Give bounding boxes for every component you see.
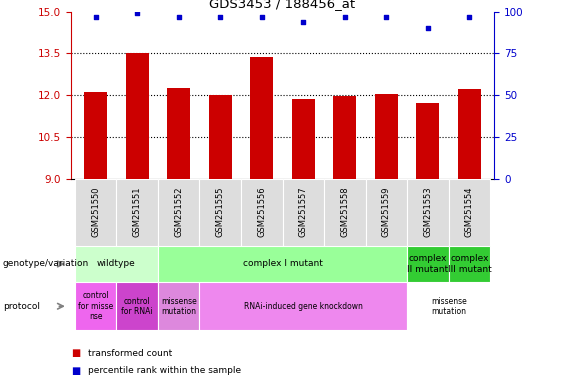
Bar bbox=[250, 58, 273, 179]
Point bbox=[91, 13, 100, 20]
Text: GSM251550: GSM251550 bbox=[91, 187, 100, 237]
Text: ■: ■ bbox=[71, 366, 80, 376]
Bar bbox=[167, 88, 190, 179]
Bar bbox=[282, 179, 324, 246]
Bar bbox=[407, 246, 449, 282]
Text: complex I mutant: complex I mutant bbox=[242, 260, 323, 268]
Bar bbox=[366, 179, 407, 246]
Bar bbox=[75, 179, 116, 246]
Point bbox=[174, 13, 183, 20]
Text: GSM251559: GSM251559 bbox=[382, 187, 391, 237]
Bar bbox=[333, 96, 357, 179]
Text: GSM251557: GSM251557 bbox=[299, 187, 308, 237]
Text: RNAi-induced gene knockdown: RNAi-induced gene knockdown bbox=[244, 302, 363, 311]
Bar bbox=[324, 179, 366, 246]
Title: GDS3453 / 188456_at: GDS3453 / 188456_at bbox=[210, 0, 355, 10]
Bar bbox=[125, 53, 149, 179]
Point bbox=[340, 13, 349, 20]
Bar bbox=[158, 179, 199, 246]
Point bbox=[133, 10, 142, 16]
Bar bbox=[116, 179, 158, 246]
Text: control
for RNAi: control for RNAi bbox=[121, 296, 153, 316]
Bar bbox=[199, 179, 241, 246]
Text: GSM251551: GSM251551 bbox=[133, 187, 142, 237]
Text: control
for misse
nse: control for misse nse bbox=[78, 291, 113, 321]
Text: percentile rank within the sample: percentile rank within the sample bbox=[88, 366, 241, 375]
Text: complex
III mutant: complex III mutant bbox=[447, 254, 492, 274]
Text: GSM251553: GSM251553 bbox=[423, 187, 432, 237]
Bar bbox=[292, 99, 315, 179]
Bar bbox=[158, 246, 407, 282]
Text: wildtype: wildtype bbox=[97, 260, 136, 268]
Text: GSM251558: GSM251558 bbox=[340, 187, 349, 237]
Bar bbox=[158, 282, 199, 330]
Text: GSM251554: GSM251554 bbox=[465, 187, 474, 237]
Bar bbox=[208, 95, 232, 179]
Bar bbox=[199, 282, 407, 330]
Bar bbox=[241, 179, 282, 246]
Point bbox=[257, 13, 266, 20]
Bar bbox=[416, 103, 440, 179]
Text: GSM251552: GSM251552 bbox=[174, 187, 183, 237]
Text: missense
mutation: missense mutation bbox=[161, 296, 197, 316]
Point bbox=[423, 25, 432, 31]
Bar bbox=[75, 282, 116, 330]
Bar bbox=[116, 282, 158, 330]
Bar bbox=[449, 246, 490, 282]
Point bbox=[382, 13, 391, 20]
Point bbox=[299, 18, 308, 25]
Text: protocol: protocol bbox=[3, 302, 40, 311]
Text: GSM251555: GSM251555 bbox=[216, 187, 225, 237]
Bar bbox=[84, 92, 107, 179]
Point bbox=[216, 13, 225, 20]
Bar bbox=[375, 94, 398, 179]
Text: ■: ■ bbox=[71, 348, 80, 358]
Point bbox=[465, 13, 474, 20]
Text: complex
II mutant: complex II mutant bbox=[407, 254, 449, 274]
Bar bbox=[449, 179, 490, 246]
Text: missense
mutation: missense mutation bbox=[431, 296, 467, 316]
Bar bbox=[407, 282, 490, 330]
Bar bbox=[75, 246, 158, 282]
Text: transformed count: transformed count bbox=[88, 349, 172, 358]
Bar bbox=[458, 89, 481, 179]
Text: genotype/variation: genotype/variation bbox=[3, 260, 89, 268]
Bar bbox=[407, 179, 449, 246]
Text: GSM251556: GSM251556 bbox=[257, 187, 266, 237]
